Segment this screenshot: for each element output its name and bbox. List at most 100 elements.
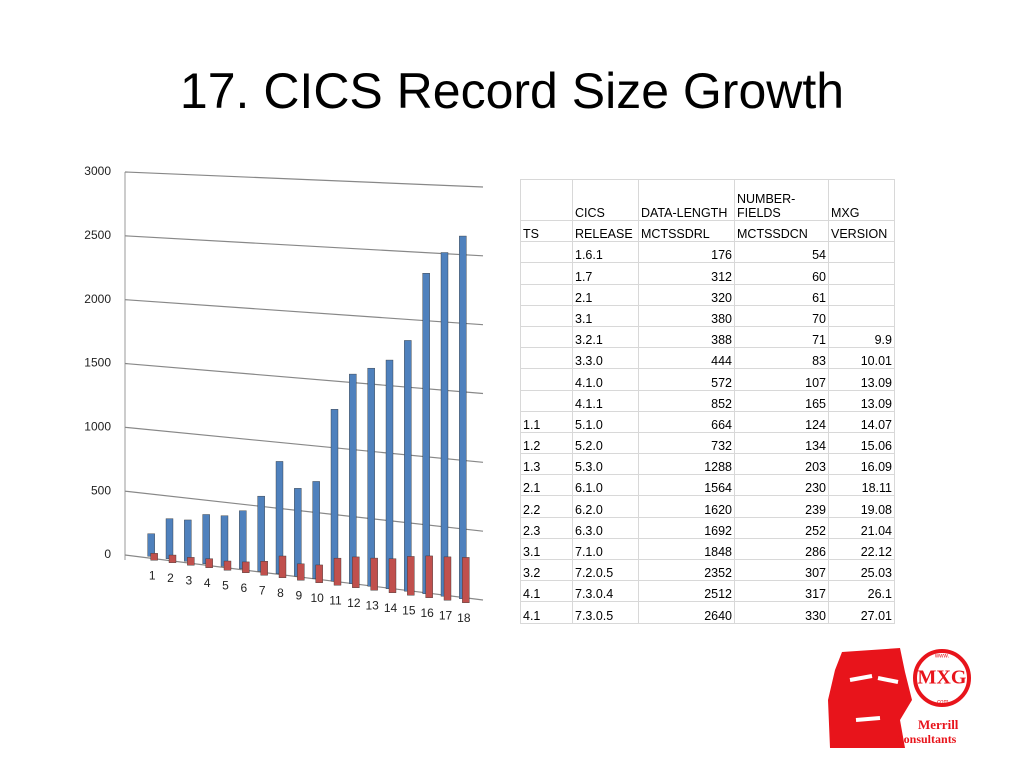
y-tick-label: 2500 [84,228,111,242]
table-cell: 5.2.0 [572,431,639,455]
table-row: 1.7 312 60 [520,262,895,285]
bar [184,519,192,562]
table-cell: 4.1.0 [572,368,639,391]
table-cell: 2.3 [520,516,573,539]
x-tick-label: 16 [420,606,434,620]
table-cell: 19.08 [828,495,895,518]
logo-name: Merrill [918,717,959,732]
x-tick-label: 2 [167,571,174,585]
bar [367,367,375,587]
table-cell: 2.2 [520,495,573,518]
table-cell: 2640 [638,601,735,624]
table-cell: 317 [734,580,829,603]
table-row: 1.6.1 176 54 [520,241,895,264]
x-tick-label: 7 [259,583,266,597]
table-cell: 71 [734,325,829,349]
table-cell: 7.2.0.5 [572,558,639,582]
y-tick-label: 3000 [84,164,111,178]
table-cell: 3.2 [520,558,573,582]
table-row: 2.1 320 61 [520,283,895,306]
x-tick-label: 1 [149,568,156,582]
table-cell: 2352 [638,558,735,582]
table-cell: 1.6.1 [572,241,639,264]
table-row: 3.3.0 444 83 10.01 [520,347,895,370]
table-cell: 380 [638,304,735,327]
table-cell: 165 [734,389,829,412]
table-cell: VERSION [828,219,895,243]
x-tick-label: 15 [402,603,416,617]
table-cell: 388 [638,325,735,349]
table-cell: 6.2.0 [572,495,639,518]
table-cell: 124 [734,410,829,433]
bar [388,558,397,593]
bar [239,510,247,569]
table-cell: 1.1 [520,410,573,433]
table-cell: CICS [572,179,639,221]
table-cell: MCTSSDRL [638,219,735,243]
table-cell: 5.3.0 [572,453,639,476]
x-tick-label: 18 [457,611,471,625]
table-row: TS RELEASE MCTSSDRL MCTSSDCN VERSION [520,219,895,243]
bar [257,495,265,572]
table-cell: 61 [734,283,829,306]
table-cell [520,262,573,285]
table-cell: TS [520,219,573,243]
table-cell: 239 [734,495,829,518]
table-cell: 7.3.0.4 [572,580,639,603]
table-cell: 15.06 [828,431,895,455]
table-cell [520,389,573,412]
y-tick-label: 2000 [84,292,111,306]
table-cell: 312 [638,262,735,285]
table-cell [520,283,573,306]
bar [407,556,415,596]
table-row: 3.2.1 388 71 9.9 [520,325,895,349]
table-cell: 21.04 [828,516,895,539]
table-cell: RELEASE [572,219,639,243]
table-cell: 4.1.1 [572,389,639,412]
table-cell: 6.1.0 [572,474,639,497]
table-cell: 3.2.1 [572,325,639,349]
bar [205,558,213,568]
table-cell: 13.09 [828,368,895,391]
logo-badge-ring [913,649,971,707]
table-cell: 2512 [638,580,735,603]
table-row: 4.1 7.3.0.5 2640 330 27.01 [520,601,895,624]
logo-face [828,648,912,748]
table-cell [828,283,895,306]
table-cell [520,179,573,221]
table-cell: 1.7 [572,262,639,285]
logo-face-detail [849,674,899,722]
table-cell: NUMBER-FIELDS [734,179,829,221]
bar [147,533,155,557]
table-cell: DATA-LENGTH [638,179,735,221]
x-tick-label: 5 [222,578,229,592]
table-row: 2.2 6.2.0 1620 239 19.08 [520,495,895,518]
table-cell: 4.1 [520,580,573,603]
bar [297,563,305,581]
table-cell: 307 [734,558,829,582]
table-cell: 3.1 [520,537,573,561]
table-cell [828,241,895,264]
table-cell: 70 [734,304,829,327]
table-cell: 13.09 [828,389,895,412]
x-tick-label: 9 [295,588,302,602]
table-cell: 572 [638,368,735,391]
table-cell: 134 [734,431,829,455]
table-cell: 7.3.0.5 [572,601,639,624]
table-row: CICS DATA-LENGTH NUMBER-FIELDS MXG [520,179,895,221]
table-row: 2.3 6.3.0 1692 252 21.04 [520,516,895,539]
bar [330,409,339,582]
bar [168,554,177,563]
table-cell: 252 [734,516,829,539]
table-cell: 107 [734,368,829,391]
bar [404,340,412,592]
table-cell: 83 [734,347,829,370]
table-cell: 22.12 [828,537,895,561]
y-tick-label: 500 [91,483,111,497]
x-tick-label: 6 [240,581,247,595]
table-cell: 4.1 [520,601,573,624]
x-tick-label: 17 [439,608,453,622]
table-row: 1.2 5.2.0 732 134 15.06 [520,431,895,455]
